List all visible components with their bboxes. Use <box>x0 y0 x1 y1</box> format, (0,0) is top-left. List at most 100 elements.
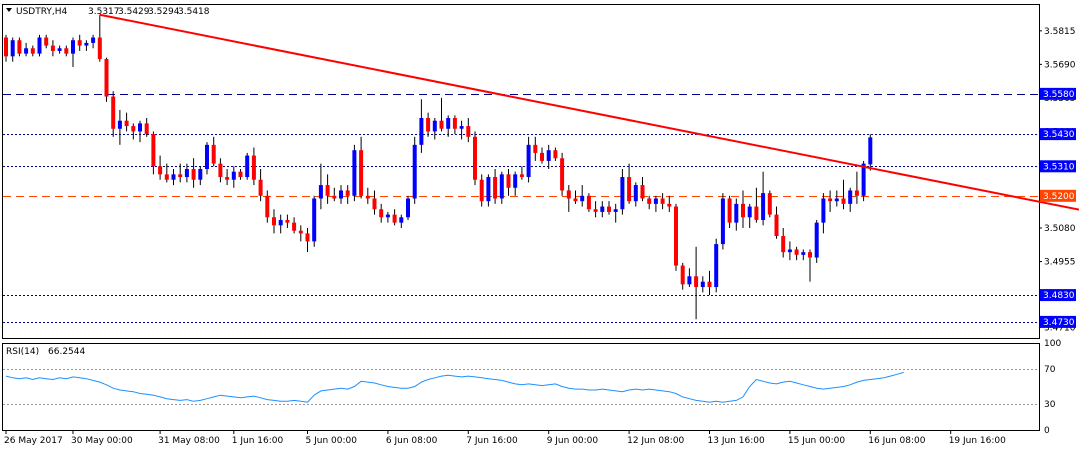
candle-bull <box>318 185 323 199</box>
candle-bear <box>238 171 243 178</box>
rsi-tick-label: 100 <box>1044 339 1061 349</box>
time-tick-label: 19 Jun 16:00 <box>949 436 1006 446</box>
candle-bull <box>91 37 96 43</box>
candle-bull <box>633 185 638 202</box>
candle-bull <box>24 48 29 54</box>
symbol-title: USDTRY,H4 <box>16 7 68 17</box>
ohlc-value-0: 3.5317 <box>88 7 120 17</box>
candle-bear <box>426 118 431 132</box>
level-tag-2: 3.5310 <box>1040 160 1076 173</box>
candle-bull <box>499 174 504 199</box>
level-tag-text: 3.5430 <box>1043 130 1075 140</box>
candle-bull <box>861 163 866 196</box>
candle-bear <box>4 37 8 57</box>
candle-bull <box>580 195 585 202</box>
candle-bull <box>231 171 236 180</box>
time-tick-label: 26 May 2017 <box>4 436 63 446</box>
candle-bear <box>694 276 699 288</box>
candle-bull <box>513 174 518 188</box>
candle-bull <box>406 198 410 218</box>
candle-bear <box>191 168 196 180</box>
candle-bear <box>111 96 116 129</box>
time-tick-label: 1 Jun 16:00 <box>232 436 284 446</box>
candle-bear <box>754 206 759 220</box>
candle-bull <box>446 118 451 129</box>
candle-bear <box>44 37 49 46</box>
candle-bull <box>653 198 658 204</box>
candle-bull <box>339 190 343 199</box>
candle-bear <box>506 174 511 188</box>
candle-bear <box>131 126 136 132</box>
candle-bear <box>707 281 712 288</box>
candle-bear <box>265 195 270 218</box>
candle-bull <box>526 144 531 178</box>
rsi-panel-frame <box>2 343 1040 431</box>
candle-bull <box>138 123 142 132</box>
candle-bear <box>225 177 230 180</box>
candle-bear <box>372 198 377 210</box>
candle-bull <box>734 203 739 223</box>
candle-bear <box>345 190 350 196</box>
candle-bull <box>687 276 692 285</box>
candle-bull <box>620 177 625 210</box>
candle-bull <box>57 48 62 51</box>
candle-bear <box>104 58 109 97</box>
candle-bull <box>720 198 725 245</box>
candle-bull <box>848 190 853 204</box>
candle-bear <box>77 40 82 46</box>
candle-bull <box>184 168 189 178</box>
candle-bull <box>198 168 203 180</box>
candle-bear <box>439 120 444 129</box>
level-tag-0: 3.5580 <box>1040 87 1076 100</box>
candle-bear <box>586 195 591 210</box>
price-tick-label: 3.5815 <box>1044 27 1076 37</box>
candle-bear <box>640 185 645 199</box>
candle-bear <box>365 195 370 199</box>
candle-bull <box>714 244 719 288</box>
candle-bull <box>761 193 766 220</box>
candle-bear <box>144 123 149 135</box>
candle-bear <box>841 198 846 204</box>
candle-bull <box>834 198 839 202</box>
candle-bear <box>774 214 779 237</box>
candle-bear <box>627 177 632 202</box>
level-tag-bg <box>1040 128 1076 141</box>
candle-bear <box>452 118 457 129</box>
candle-bear <box>305 233 310 242</box>
candle-bull <box>245 155 250 178</box>
candle-bear <box>379 209 384 218</box>
ohlc-value-3: 3.5418 <box>178 7 210 17</box>
candle-bear <box>64 48 69 54</box>
level-tag-text: 3.5200 <box>1043 192 1075 202</box>
ohlc-value-1: 3.5429 <box>118 7 150 17</box>
candle-bull <box>600 206 605 212</box>
level-tag-bg <box>1040 289 1076 302</box>
candle-bear <box>727 198 732 223</box>
candle-bear <box>794 249 799 255</box>
candle-bull <box>419 118 424 145</box>
level-tag-bg <box>1040 87 1076 100</box>
candle-bear <box>573 198 578 202</box>
rsi-tick-label: 70 <box>1044 365 1056 375</box>
candle-bull <box>352 150 357 196</box>
candle-bear <box>17 40 22 54</box>
candle-bear <box>258 179 263 196</box>
candle-bear <box>854 190 859 196</box>
candle-bull <box>546 150 551 161</box>
candle-bear <box>808 252 812 258</box>
price-tick-label: 3.4710 <box>1044 323 1076 333</box>
candle-bull <box>613 209 618 212</box>
time-tick-label: 7 Jun 16:00 <box>466 436 518 446</box>
candle-bear <box>560 158 565 191</box>
candle-bear <box>533 144 538 153</box>
candle-bear <box>164 174 169 180</box>
candle-bull <box>801 252 806 255</box>
candle-bear <box>674 206 678 266</box>
level-tag-5: 3.4730 <box>1040 315 1076 328</box>
candle-bear <box>298 230 303 234</box>
candle-bear <box>667 203 672 207</box>
candle-bear <box>519 174 524 178</box>
candle-bear <box>325 185 330 196</box>
candle-bear <box>30 48 35 54</box>
